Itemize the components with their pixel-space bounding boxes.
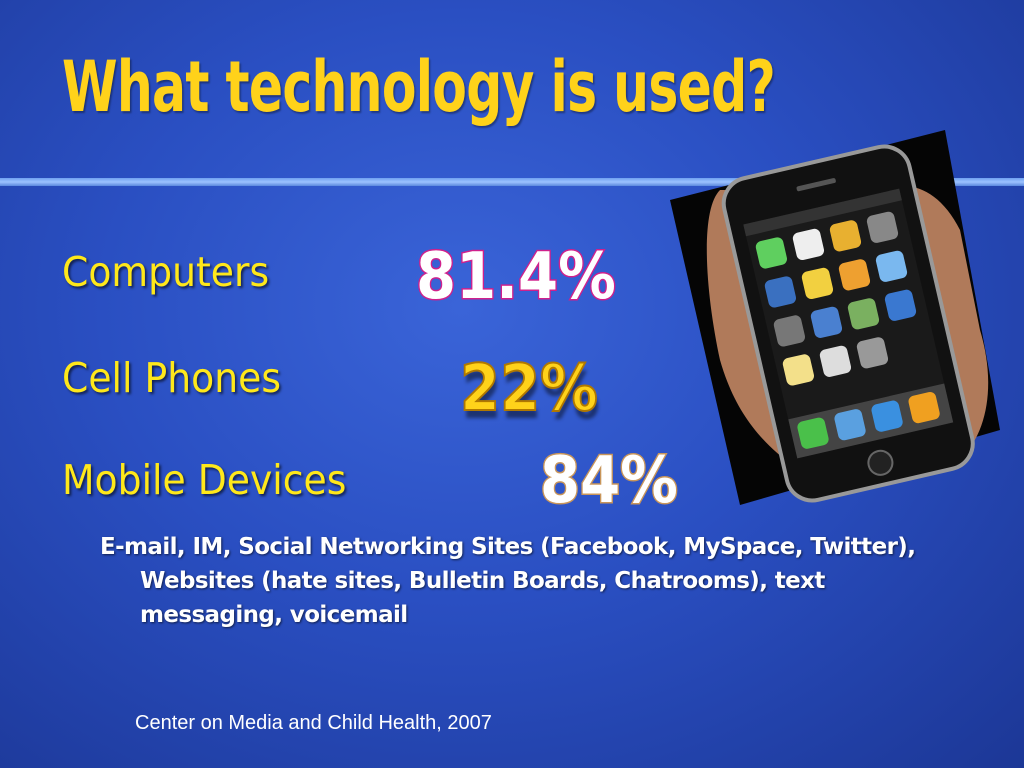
phone-photo — [670, 130, 1000, 505]
item-label: Cell Phones — [62, 354, 282, 402]
item-label: Mobile Devices — [62, 456, 347, 504]
item-label: Computers — [62, 248, 270, 296]
item-stat: 84% — [539, 443, 680, 520]
divider — [0, 178, 1024, 186]
item-stat: 81.4% — [415, 239, 618, 316]
item-stat: 22% — [459, 351, 599, 427]
phone — [721, 144, 975, 503]
slide-title: What technology is used? — [62, 46, 776, 128]
source-citation: Center on Media and Child Health, 2007 — [135, 712, 492, 734]
bullet-text: E-mail, IM, Social Networking Sites (Fac… — [100, 534, 916, 628]
